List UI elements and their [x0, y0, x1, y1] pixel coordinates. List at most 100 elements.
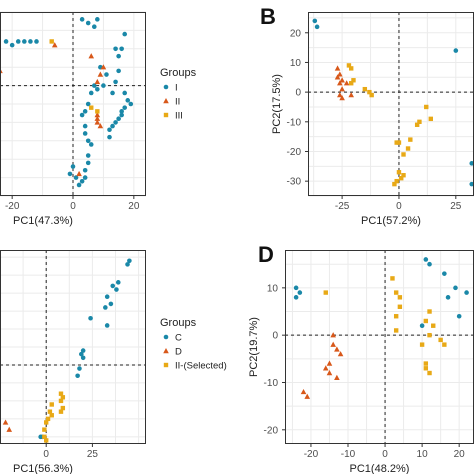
x-tick-label: 25: [87, 449, 99, 460]
data-point: [22, 39, 27, 44]
data-point: [60, 395, 66, 400]
data-point: [107, 134, 112, 140]
data-point: [445, 295, 451, 300]
data-point: [293, 285, 299, 291]
series-gold: [346, 63, 433, 187]
data-point: [297, 290, 303, 295]
legend-entry: III: [163, 111, 183, 122]
data-point: [42, 434, 47, 440]
legend-entry: I: [163, 83, 178, 94]
data-point: [431, 323, 436, 328]
data-point: [97, 123, 104, 129]
series-orange: [334, 65, 355, 101]
data-point: [94, 112, 101, 118]
legend-entry: C: [163, 333, 182, 344]
data-point: [110, 90, 115, 96]
legend-key: [163, 334, 169, 340]
data-point: [397, 295, 403, 300]
data-point: [392, 181, 397, 187]
data-point: [60, 405, 66, 411]
data-point: [95, 86, 100, 92]
data-point: [423, 257, 429, 262]
data-point: [79, 178, 85, 184]
data-point: [28, 39, 33, 44]
data-point: [427, 309, 432, 314]
data-point: [337, 92, 343, 98]
data-point: [104, 72, 109, 77]
data-point: [469, 161, 474, 166]
legend-entry: II-(Selected): [163, 361, 227, 372]
y-tick-label: -30: [287, 177, 302, 188]
x-tick-label: 0: [43, 449, 49, 460]
data-point: [85, 153, 91, 158]
data-point: [304, 393, 311, 399]
data-point: [362, 86, 368, 92]
data-point: [2, 419, 9, 425]
data-point: [419, 342, 425, 347]
y-tick-label: 10: [267, 283, 279, 294]
data-point: [89, 105, 94, 110]
data-point: [9, 42, 15, 48]
data-point: [101, 83, 106, 88]
data-point: [314, 24, 320, 30]
legend-title: Groups: [160, 317, 197, 329]
data-point: [113, 120, 118, 125]
data-point: [414, 122, 420, 127]
data-point: [91, 24, 97, 30]
data-point: [100, 64, 107, 70]
legend-title: Groups: [160, 67, 197, 79]
x-tick-label: 20: [128, 201, 140, 212]
legend-entry: D: [163, 347, 182, 358]
data-point: [88, 53, 95, 59]
panel-c: 0 25 PC1(56.3%): [0, 250, 146, 474]
x-tick-label: 25: [450, 201, 462, 212]
y-tick-label: 10: [290, 58, 302, 69]
data-point: [393, 314, 399, 319]
data-point: [369, 92, 374, 98]
data-point: [438, 337, 443, 343]
data-point: [95, 17, 100, 22]
x-tick-label: 0: [70, 201, 76, 212]
legend-key: [163, 98, 169, 104]
data-point: [49, 402, 54, 407]
data-point: [85, 138, 91, 144]
data-point: [337, 71, 343, 77]
data-point: [323, 290, 328, 295]
x-axis-title: PC1(47.3%): [13, 215, 73, 227]
series-teal: [293, 257, 469, 329]
legend-label: II: [175, 97, 180, 108]
y-axis-title: PC2(19.7%): [248, 317, 260, 377]
series-orange: [2, 419, 13, 432]
data-point: [67, 171, 73, 177]
data-point: [453, 285, 458, 291]
data-point: [343, 80, 350, 86]
data-point: [85, 160, 91, 166]
data-point: [82, 131, 88, 136]
data-point: [456, 313, 462, 319]
data-point: [79, 17, 85, 22]
data-point: [334, 65, 341, 71]
data-point: [104, 323, 110, 328]
data-point: [47, 409, 53, 414]
series-gold: [42, 391, 66, 443]
data-point: [427, 332, 432, 338]
legend-label: I: [175, 83, 178, 94]
x-axis-title: PC1(56.3%): [13, 463, 73, 474]
data-point: [107, 127, 112, 133]
data-point: [88, 315, 93, 321]
data-point: [334, 74, 341, 80]
data-point: [58, 409, 64, 414]
y-tick-label: -10: [264, 378, 279, 389]
data-point: [334, 374, 340, 380]
y-axis-title: PC2(17.5%): [271, 74, 283, 134]
data-point: [339, 77, 345, 83]
panel-a: -20 0 20 PC1(47.3%): [0, 11, 146, 227]
x-tick-label: 0: [382, 449, 388, 460]
data-point: [423, 361, 429, 366]
data-point: [349, 81, 354, 86]
data-point: [390, 276, 395, 281]
data-point: [95, 109, 100, 114]
series-orange: [0, 42, 107, 177]
series-teal: [312, 18, 474, 187]
data-point: [423, 318, 429, 324]
